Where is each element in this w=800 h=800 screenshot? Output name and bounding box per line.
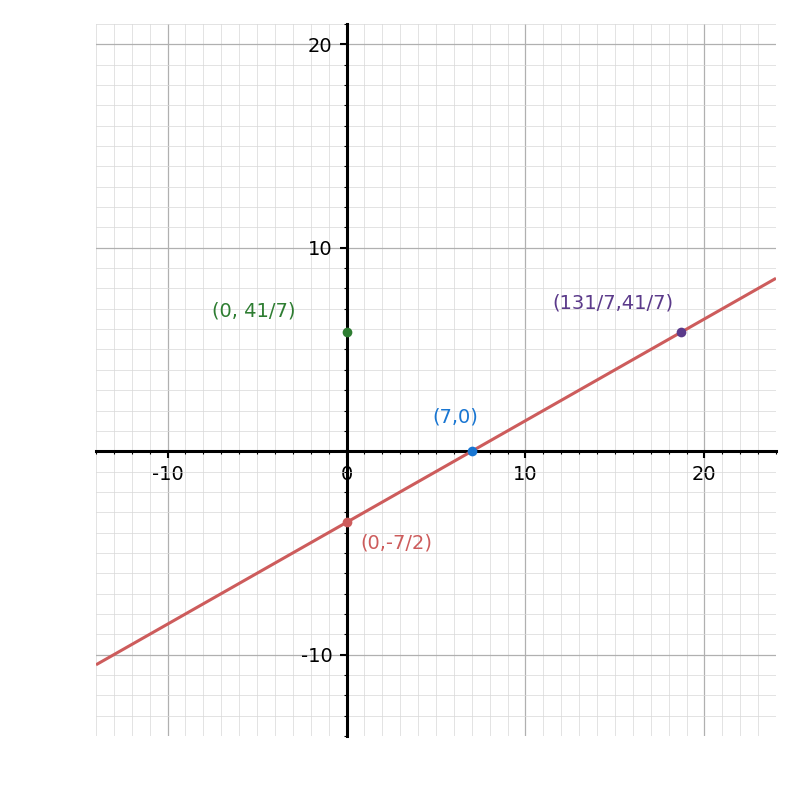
Text: (131/7,41/7): (131/7,41/7) (552, 294, 674, 313)
Text: (0,-7/2): (0,-7/2) (361, 534, 433, 553)
Text: (0, 41/7): (0, 41/7) (212, 302, 296, 321)
Text: (7,0): (7,0) (433, 408, 478, 426)
